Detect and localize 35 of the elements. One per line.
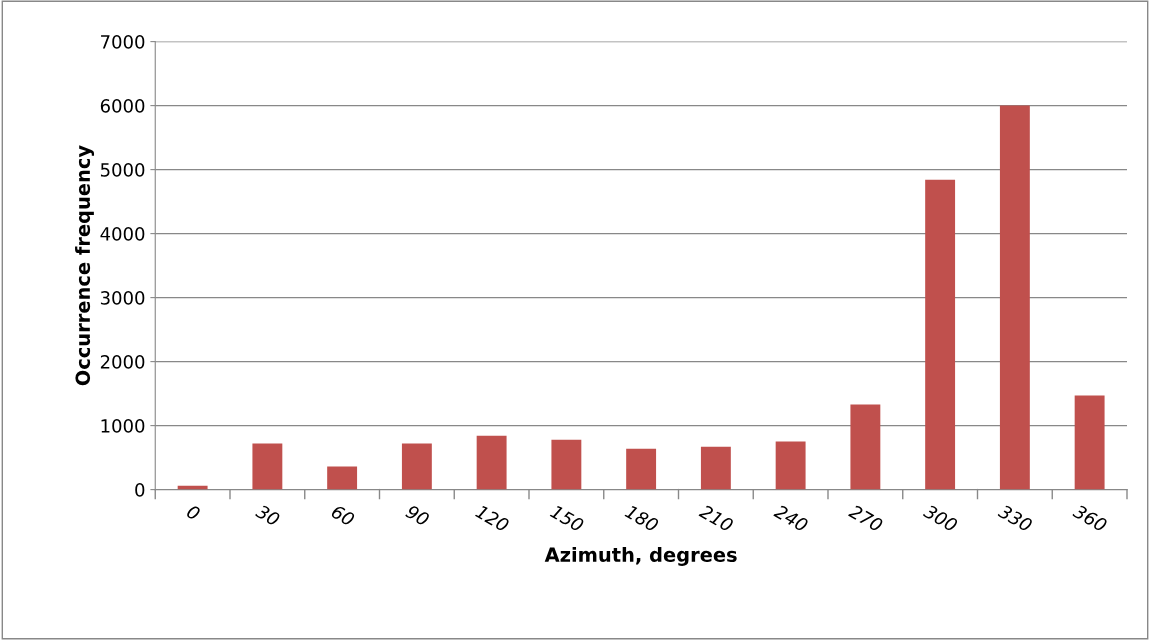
x-axis-title: Azimuth, degrees <box>544 546 737 566</box>
x-tick-label: 360 <box>1072 503 1108 533</box>
y-tick-label: 4000 <box>100 227 145 241</box>
bar <box>850 404 881 490</box>
x-tick-label: 270 <box>847 503 884 533</box>
bar <box>252 443 283 490</box>
y-tick-label: 1000 <box>101 419 145 433</box>
bar <box>476 435 507 490</box>
bar <box>551 439 582 490</box>
bar <box>775 441 806 490</box>
y-tick-label: 5000 <box>100 163 145 177</box>
x-tick-label: 210 <box>698 503 735 533</box>
bar <box>999 105 1030 490</box>
x-tick-label: 180 <box>624 504 660 533</box>
y-tick-label: 0 <box>135 483 145 497</box>
x-tick-label: 240 <box>773 503 809 533</box>
x-tick-label: 120 <box>474 504 510 533</box>
bar <box>401 443 432 490</box>
y-tick-label: 2000 <box>100 355 145 369</box>
x-tick-label: 150 <box>549 504 585 533</box>
bar <box>700 446 731 490</box>
x-tick-label: 90 <box>404 504 431 527</box>
y-tick-label: 6000 <box>100 99 145 113</box>
bar <box>1074 395 1105 490</box>
x-tick-label: 0 <box>185 504 202 521</box>
bar <box>327 466 358 490</box>
bar <box>626 448 657 490</box>
y-tick-label: 7000 <box>101 35 145 49</box>
x-tick-label: 60 <box>330 504 356 527</box>
x-tick-label: 30 <box>254 503 281 527</box>
bar <box>925 179 956 490</box>
y-axis-title: Occurrence frequency <box>75 145 95 386</box>
x-tick-label: 300 <box>922 503 959 533</box>
x-tick-label: 330 <box>997 503 1034 533</box>
y-tick-label: 3000 <box>100 291 145 305</box>
